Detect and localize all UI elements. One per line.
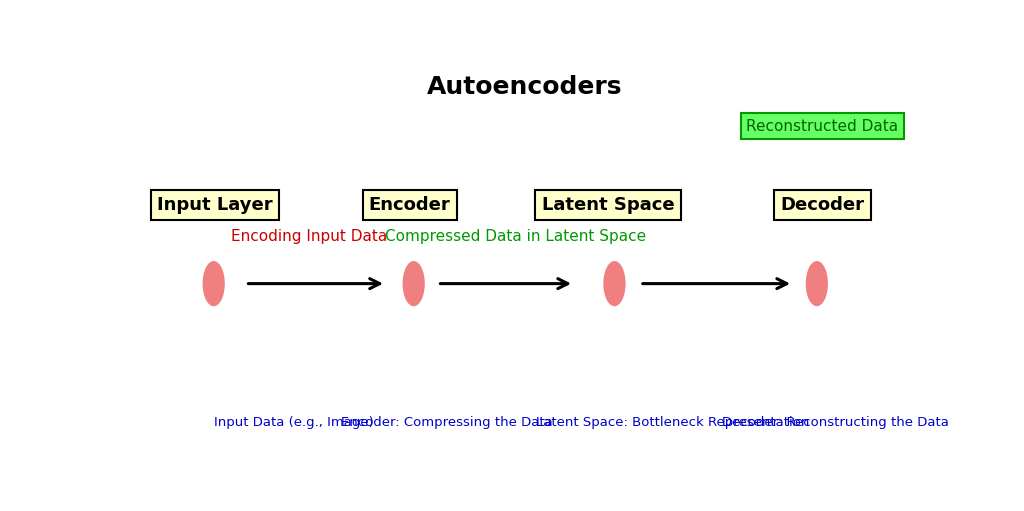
Text: Latent Space: Bottleneck Representation: Latent Space: Bottleneck Representation [536,416,809,429]
Ellipse shape [402,261,425,306]
Text: Encoder: Encoder [369,196,451,214]
Ellipse shape [806,261,828,306]
Text: Compressed Data in Latent Space: Compressed Data in Latent Space [385,229,646,244]
Ellipse shape [603,261,626,306]
Text: Decoder: Reconstructing the Data: Decoder: Reconstructing the Data [722,416,948,429]
Text: Encoding Input Data: Encoding Input Data [230,229,387,244]
Text: Autoencoders: Autoencoders [427,75,623,99]
Text: Reconstructed Data: Reconstructed Data [746,119,898,134]
Text: Decoder: Decoder [780,196,864,214]
Text: Encoder: Compressing the Data: Encoder: Compressing the Data [341,416,552,429]
Text: Input Layer: Input Layer [158,196,273,214]
Ellipse shape [203,261,225,306]
Text: Latent Space: Latent Space [542,196,675,214]
Text: Input Data (e.g., Image): Input Data (e.g., Image) [214,416,374,429]
